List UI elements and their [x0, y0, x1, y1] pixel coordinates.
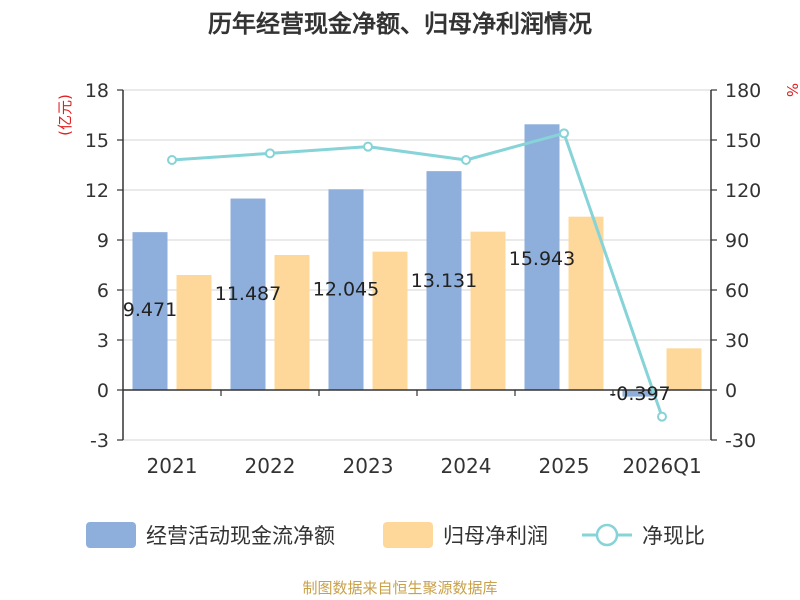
right-tick-label: 180	[725, 80, 761, 102]
left-tick-label: 18	[85, 80, 109, 102]
chart-title: 历年经营现金净额、归母净利润情况	[208, 10, 592, 38]
ratio-point	[266, 149, 274, 157]
right-tick-label: 30	[725, 330, 749, 352]
profit-bar	[373, 252, 408, 390]
cashflow-data-label: -0.397	[609, 383, 670, 405]
cashflow-data-label: 15.943	[509, 248, 575, 270]
category-label: 2022	[245, 454, 296, 478]
legend-label-profit: 归母净利润	[443, 524, 548, 548]
cashflow-data-label: 12.045	[313, 279, 379, 301]
right-tick-label: 90	[725, 230, 749, 252]
ratio-point	[658, 413, 666, 421]
category-label: 2025	[539, 454, 590, 478]
category-label: 2026Q1	[622, 454, 701, 478]
legend-swatch-cashflow	[86, 522, 136, 548]
source-note: 制图数据来自恒生聚源数据库	[302, 579, 497, 597]
cashflow-data-label: 9.471	[123, 299, 177, 321]
category-label: 2023	[343, 454, 394, 478]
ratio-point	[462, 156, 470, 164]
legend: 经营活动现金流净额 归母净利润 净现比	[86, 522, 705, 548]
profit-bar	[275, 255, 310, 390]
ratio-point	[560, 129, 568, 137]
left-tick-label: 6	[97, 280, 109, 302]
right-tick-label: 120	[725, 180, 761, 202]
category-label: 2021	[147, 454, 198, 478]
ratio-point	[168, 156, 176, 164]
profit-bar	[667, 348, 702, 390]
legend-swatch-ratio-marker	[597, 525, 617, 545]
left-tick-label: 15	[85, 130, 109, 152]
left-tick-label: 0	[97, 380, 109, 402]
left-tick-label: 9	[97, 230, 109, 252]
right-tick-label: 0	[725, 380, 737, 402]
left-axis-unit: (亿元)	[56, 94, 74, 136]
right-tick-label: 60	[725, 280, 749, 302]
right-axis-unit: %	[783, 83, 800, 97]
legend-swatch-profit	[383, 522, 433, 548]
profit-bar	[177, 275, 212, 390]
profit-bar	[569, 217, 604, 390]
category-label: 2024	[441, 454, 492, 478]
chart: 历年经营现金净额、归母净利润情况 9.471 11.487 12.045 13.131…	[0, 0, 800, 600]
bars	[133, 124, 702, 396]
left-tick-label: 3	[97, 330, 109, 352]
legend-label-cashflow: 经营活动现金流净额	[146, 524, 335, 548]
right-tick-label: -30	[725, 430, 756, 452]
right-tick-label: 150	[725, 130, 761, 152]
left-tick-label: -3	[90, 430, 109, 452]
left-tick-label: 12	[85, 180, 109, 202]
legend-label-ratio: 净现比	[642, 524, 705, 548]
profit-bar	[471, 232, 506, 390]
ratio-point	[364, 143, 372, 151]
cashflow-data-label: 13.131	[411, 270, 477, 292]
cashflow-data-label: 11.487	[215, 283, 281, 305]
